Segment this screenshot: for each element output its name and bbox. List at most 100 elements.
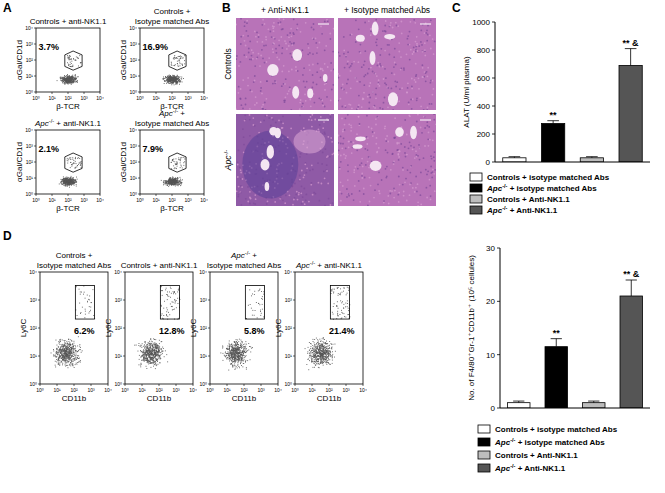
cell [271, 36, 273, 38]
event-dot [70, 179, 71, 180]
cell [324, 89, 326, 91]
cell [266, 98, 268, 100]
event-dot [63, 180, 64, 181]
event-dot [170, 179, 171, 180]
event-dot [168, 82, 169, 83]
cell [308, 64, 310, 66]
event-dot [63, 81, 64, 82]
event-dot [166, 80, 167, 81]
tick-label: 10² [130, 159, 138, 165]
text-part: 10¹ [26, 175, 34, 181]
event-dot [172, 178, 173, 179]
text-part: 10¹ [48, 197, 56, 203]
event-dot [71, 63, 72, 64]
event-dot [170, 82, 171, 83]
event-dot [75, 60, 76, 61]
tissue [236, 18, 334, 110]
event-dot [70, 66, 71, 67]
event-dot [70, 157, 71, 158]
tick-label: 10⁰ [25, 191, 33, 197]
event-dot [67, 184, 68, 185]
cell [254, 75, 256, 77]
cell [285, 43, 287, 45]
text-part: Apc [158, 109, 173, 118]
event-dot [181, 56, 182, 57]
tick-label: 10¹ [152, 197, 160, 203]
event-dot [175, 64, 176, 65]
event-dot [75, 157, 76, 158]
event-dot [62, 179, 63, 180]
event-dot [178, 66, 179, 67]
event-dot [184, 55, 185, 56]
event-dot [171, 62, 172, 63]
event-dot [167, 77, 168, 78]
event-dot [175, 163, 176, 164]
plot-title: Apc-/- + anti-NK1.1 [34, 118, 102, 128]
event-dot [172, 75, 173, 76]
event-dot [182, 58, 183, 59]
event-dot [171, 183, 172, 184]
cell [248, 52, 250, 54]
event-dot [79, 158, 80, 159]
event-dot [77, 76, 78, 77]
event-dot [176, 76, 177, 77]
event-dot [68, 65, 69, 66]
event-dot [180, 165, 181, 166]
event-dot [181, 157, 182, 158]
event-dot [164, 184, 165, 185]
event-dot [164, 78, 165, 79]
event-dot [181, 64, 182, 65]
cell [278, 45, 280, 47]
event-dot [65, 80, 66, 81]
event-dot [171, 80, 172, 81]
event-dot [172, 177, 173, 178]
event-dot [174, 84, 175, 85]
event-dot [177, 79, 178, 80]
event-dot [77, 82, 78, 83]
text-part: 10² [130, 159, 138, 165]
event-dot [180, 58, 181, 59]
event-dot [169, 77, 170, 78]
text-part: D [3, 229, 12, 243]
event-dot [75, 80, 76, 81]
event-dot [179, 183, 180, 184]
event-dot [63, 176, 64, 177]
event-dot [69, 184, 70, 185]
cell [312, 64, 314, 66]
cell [273, 22, 275, 24]
cell [245, 45, 247, 47]
event-dot [174, 185, 175, 186]
event-dot [72, 159, 73, 160]
cell [324, 106, 326, 108]
event-dot [177, 75, 178, 76]
event-dot [172, 79, 173, 80]
event-dot [71, 84, 72, 85]
event-dot [171, 82, 172, 83]
event-dot [69, 83, 70, 84]
event-dot [77, 80, 78, 81]
event-dot [71, 61, 72, 62]
cell [265, 36, 267, 38]
event-dot [173, 184, 174, 185]
event-dot [66, 177, 67, 178]
cell [325, 45, 327, 47]
event-dot [181, 184, 182, 185]
cell [295, 70, 297, 72]
text-part: Controls + anti-NK1.1 [30, 17, 107, 26]
event-dot [172, 77, 173, 78]
event-dot [73, 183, 74, 184]
text-part: + anti-NK1.1 [54, 119, 101, 128]
cell [274, 80, 276, 82]
event-dot [173, 77, 174, 78]
event-dot [165, 78, 166, 79]
tick-label: 10⁰ [136, 95, 144, 101]
event-dot [166, 183, 167, 184]
cell [284, 40, 286, 42]
tick-label: 10⁰ [32, 197, 40, 203]
event-dot [180, 177, 181, 178]
event-dot [175, 81, 176, 82]
event-dot [72, 75, 73, 76]
event-dot [71, 182, 72, 183]
cell [240, 88, 242, 90]
event-dot [71, 166, 72, 167]
